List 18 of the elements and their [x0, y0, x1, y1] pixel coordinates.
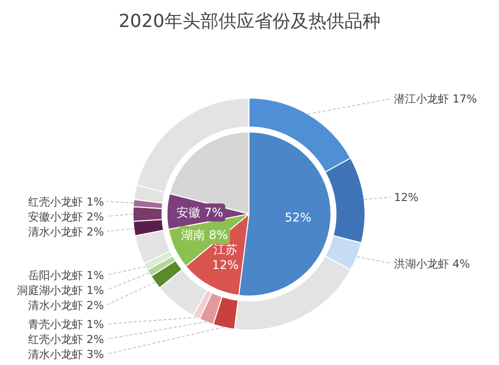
slice-label: 洪湖小龙虾 4% — [394, 257, 470, 270]
slice-label: 清水小龙虾 2% — [28, 298, 104, 312]
slice-label: 安徽小龙虾 2% — [28, 210, 104, 224]
slice-label: 洞庭湖小龙虾 1% — [17, 284, 104, 297]
slice-label: 红壳小龙虾 2% — [28, 333, 104, 346]
slice-label: 清水小龙虾 2% — [28, 225, 104, 238]
slice-label: 江苏 — [213, 242, 238, 257]
data-label: 12% — [212, 258, 239, 272]
slice-label: 青壳小龙虾 1% — [28, 318, 104, 331]
data-label: 52% — [284, 210, 312, 224]
slice-label: 清水小龙虾 3% — [28, 348, 104, 361]
slice-label: 岳阳小龙虾 1% — [28, 268, 104, 282]
slice-label: 潜江小龙虾 17% — [394, 92, 477, 106]
slice-label: 安徽 7% — [176, 206, 224, 220]
data-label: 12% — [394, 191, 418, 204]
slice-label: 红壳小龙虾 1% — [28, 195, 104, 208]
slice-label: 湖南 8% — [181, 228, 228, 242]
chart-title: 2020年头部供应省份及热供品种 — [118, 11, 380, 32]
